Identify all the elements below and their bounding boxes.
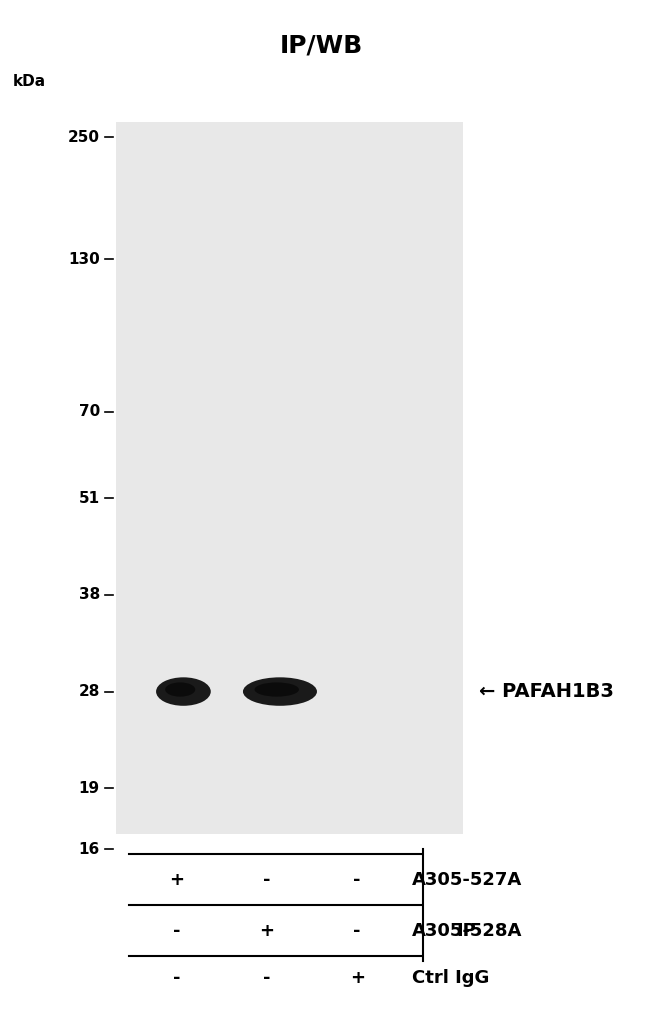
Text: +: + [350, 969, 365, 988]
Text: -: - [354, 871, 361, 889]
Text: 38: 38 [79, 588, 99, 602]
Ellipse shape [243, 677, 317, 706]
Bar [116, 122, 463, 834]
Text: 16: 16 [79, 842, 99, 856]
Text: 51: 51 [79, 491, 99, 505]
Text: -: - [174, 969, 181, 988]
Ellipse shape [156, 677, 211, 706]
Text: 19: 19 [79, 781, 99, 795]
Text: A305-528A: A305-528A [412, 921, 522, 940]
Text: 70: 70 [79, 405, 99, 419]
Text: Ctrl IgG: Ctrl IgG [412, 969, 489, 988]
Text: -: - [174, 921, 181, 940]
Text: +: + [259, 921, 274, 940]
Text: 130: 130 [68, 252, 99, 266]
Ellipse shape [165, 682, 195, 697]
Text: IP/WB: IP/WB [280, 34, 363, 58]
Text: kDa: kDa [12, 74, 46, 88]
Text: -: - [263, 871, 271, 889]
Text: -: - [263, 969, 271, 988]
Text: 250: 250 [68, 130, 99, 144]
Text: ← PAFAH1B3: ← PAFAH1B3 [480, 682, 614, 701]
Text: +: + [170, 871, 185, 889]
Text: A305-527A: A305-527A [412, 871, 522, 889]
Text: -: - [354, 921, 361, 940]
Ellipse shape [255, 682, 299, 697]
Text: IP: IP [457, 921, 476, 940]
Text: 28: 28 [79, 684, 99, 699]
